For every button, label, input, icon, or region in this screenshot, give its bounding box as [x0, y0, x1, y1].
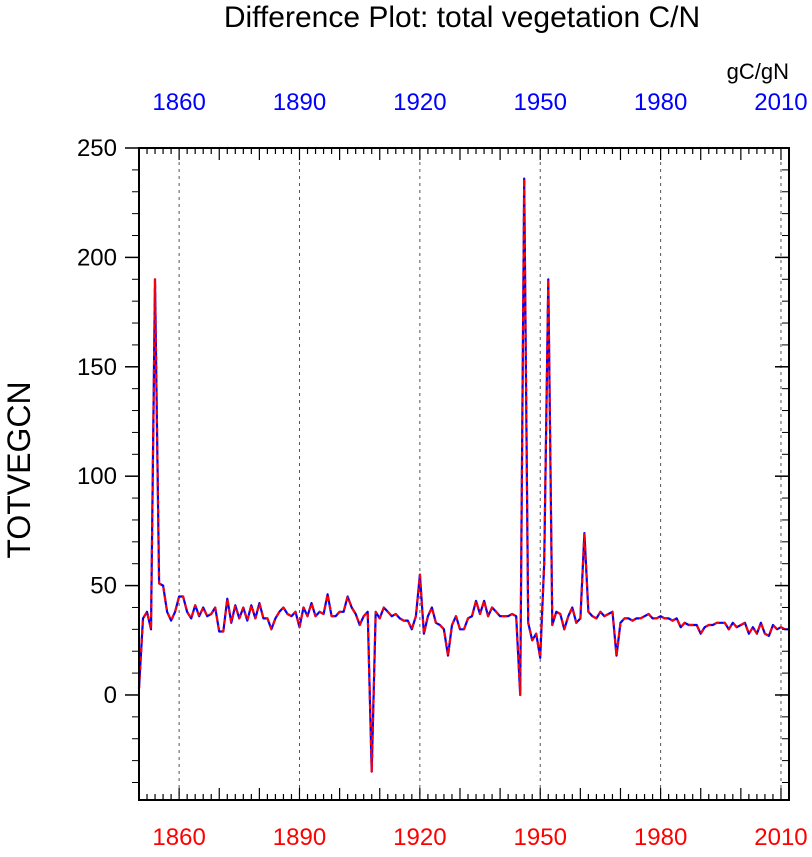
x-tick-label-top-1980: 1980	[634, 89, 687, 116]
x-tick-label-bottom-1980: 1980	[634, 824, 687, 851]
chart-title: Difference Plot: total vegetation C/N	[224, 1, 700, 34]
y-tick-label-50: 50	[90, 573, 117, 600]
x-tick-label-top-1950: 1950	[514, 89, 567, 116]
grid-lines	[178, 148, 782, 800]
x-tick-label-bottom-1950: 1950	[514, 824, 567, 851]
x-tick-label-top-1860: 1860	[152, 89, 205, 116]
x-tick-label-bottom-1860: 1860	[152, 824, 205, 851]
y-tick-label-100: 100	[77, 463, 117, 490]
y-tick-label-250: 250	[77, 135, 117, 162]
tick-labels: 0 50 100 150 200 250 1860 1860 1890 1890 1920 1920 1…	[77, 89, 808, 851]
x-tick-label-top-2010: 2010	[754, 89, 807, 116]
x-tick-label-bottom-2010: 2010	[754, 824, 807, 851]
units-label: gC/gN	[727, 59, 789, 84]
data-series	[137, 177, 789, 773]
x-tick-label-top-1920: 1920	[393, 89, 446, 116]
x-tick-label-bottom-1920: 1920	[393, 824, 446, 851]
series-line-0	[137, 177, 789, 773]
plot-frame	[138, 147, 790, 801]
y-axis-label: TOTVEGCN	[1, 381, 37, 558]
y-tick-label-150: 150	[77, 354, 117, 381]
x-tick-label-bottom-1890: 1890	[273, 824, 326, 851]
y-tick-label-200: 200	[77, 244, 117, 271]
y-tick-label-0: 0	[104, 682, 117, 709]
axis-ticks	[125, 147, 790, 800]
series-dash-0	[137, 177, 789, 773]
x-tick-label-top-1890: 1890	[273, 89, 326, 116]
